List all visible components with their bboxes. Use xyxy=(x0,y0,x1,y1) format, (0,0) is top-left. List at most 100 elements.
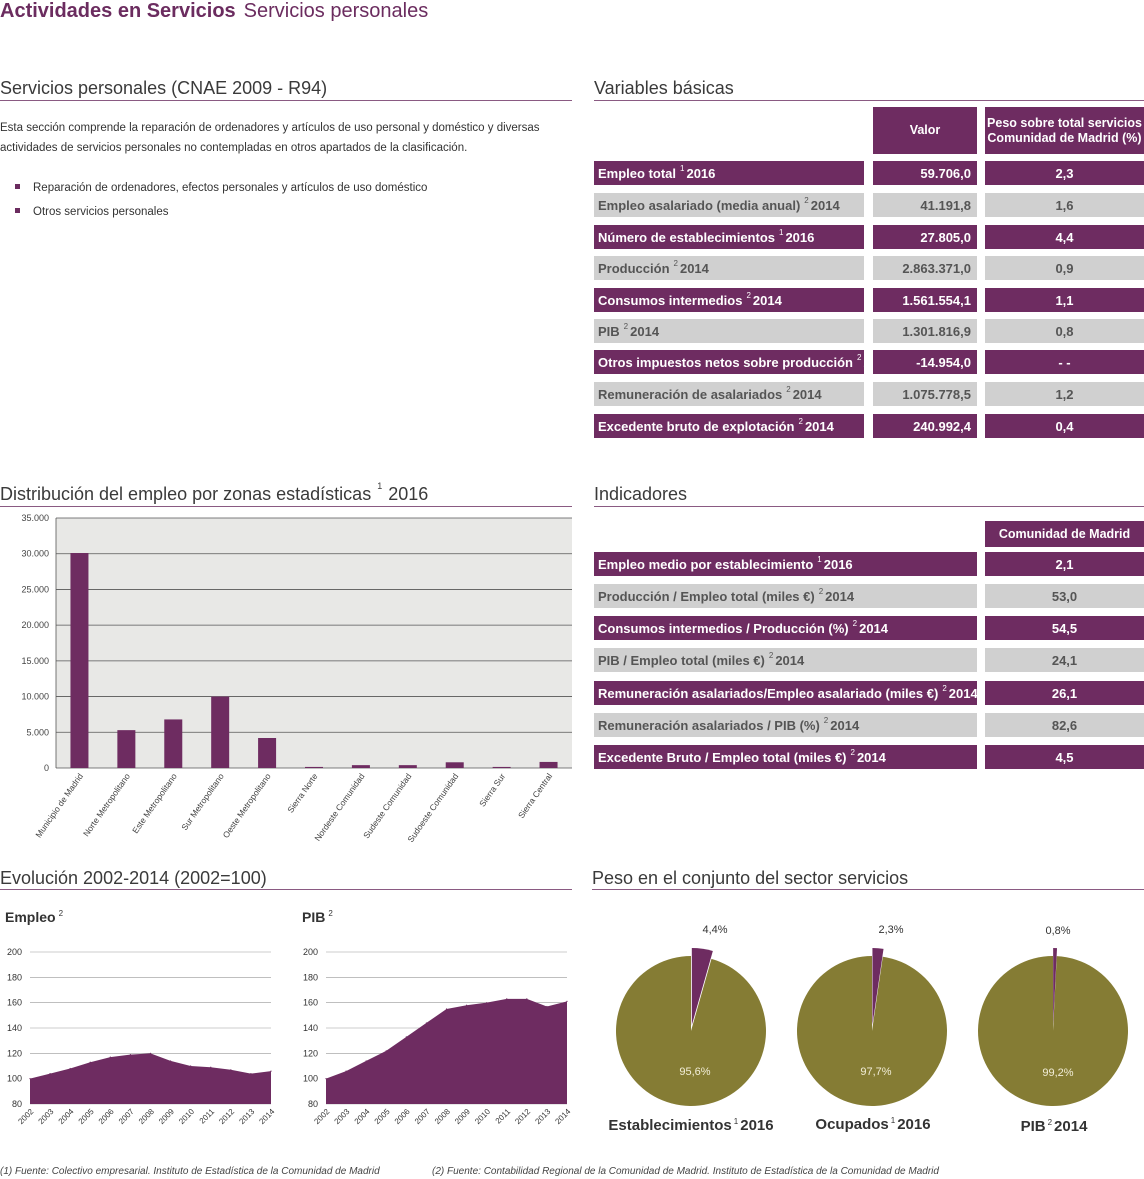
list-item: Otros servicios personales xyxy=(0,202,575,226)
intro-divider xyxy=(0,100,572,101)
footnote-1: (1) Fuente: Colectivo empresarial. Insti… xyxy=(0,1166,380,1177)
row-label-note: 2 xyxy=(673,258,678,268)
row-label-note: 2 xyxy=(623,321,629,331)
row-label-note: 2 xyxy=(850,747,855,757)
data-point xyxy=(325,1078,327,1080)
row-label-year: 2014 xyxy=(804,418,834,434)
row-label-note: 2 xyxy=(798,416,803,426)
x-tick-label: 2011 xyxy=(198,1107,217,1126)
y-tick-label: 200 xyxy=(7,947,22,957)
distribucion-year: 2016 xyxy=(388,484,429,504)
x-tick-label: 2007 xyxy=(413,1107,432,1126)
peso-pie-charts: 4,4% 95,6% 2,3% 97,7% 0,8% 99,2% xyxy=(616,924,1128,1106)
y-tick-label: 30.000 xyxy=(21,549,49,559)
y-tick-label: 20.000 xyxy=(21,620,49,630)
y-tick-label: 80 xyxy=(308,1099,318,1109)
row-label-text: Empleo total xyxy=(598,165,677,181)
variables-col-valor: Valor xyxy=(873,107,977,154)
pie-caption-year: 2016 xyxy=(740,1117,774,1134)
x-tick-label: 2004 xyxy=(57,1107,76,1126)
row-label-year: 2014 xyxy=(856,749,886,765)
bar xyxy=(398,765,417,768)
area-series xyxy=(30,1053,271,1104)
x-tick-label: Sierra Central xyxy=(516,771,554,820)
pie-caption-note: 2 xyxy=(1047,1118,1053,1127)
x-tick-label: 2010 xyxy=(177,1107,196,1126)
bar xyxy=(117,730,136,768)
pie-caption-pib: PIB 2 2014 xyxy=(963,1118,1144,1135)
pie-slice-label: 4,4% xyxy=(702,924,727,936)
y-tick-label: 140 xyxy=(303,1023,318,1033)
row-label-text: Remuneración de asalariados xyxy=(598,386,783,402)
pib-chart-note: 2 xyxy=(328,909,333,919)
y-tick-label: 10.000 xyxy=(21,692,49,702)
variables-row-valor: 1.301.816,9 xyxy=(873,319,977,343)
pie-caption-text: PIB xyxy=(1020,1118,1046,1135)
employment-bar-chart: 0 5.000 10.000 15.000 20.000 25.000 30.000 35.0… xyxy=(21,513,572,844)
indicadores-row-label: Empleo medio por establecimiento 1 2016 xyxy=(594,552,977,576)
indicadores-row-label: Excedente Bruto / Empleo total (miles €)… xyxy=(594,745,977,769)
y-tick-label: 100 xyxy=(7,1074,22,1084)
data-point xyxy=(89,1061,91,1063)
indicadores-row-label: Remuneración asalariados / PIB (%) 2 2014 xyxy=(594,713,977,737)
page-title: Actividades en Servicios Servicios person… xyxy=(0,0,428,23)
y-tick-label: 160 xyxy=(303,998,318,1008)
page-title-subsection: Servicios personales xyxy=(243,0,429,22)
x-tick-label: Este Metropolitano xyxy=(130,771,179,835)
distribucion-title: Distribución del empleo por zonas estadí… xyxy=(0,484,372,504)
x-tick-label: 2002 xyxy=(16,1107,35,1126)
indicadores-heading: Indicadores xyxy=(594,484,688,504)
pie-slice xyxy=(797,956,947,1106)
empleo-chart-note: 2 xyxy=(58,909,64,919)
row-label-note: 2 xyxy=(856,352,862,362)
row-label-year: 2014 xyxy=(863,355,864,370)
x-tick-label: 2011 xyxy=(494,1107,513,1126)
data-point xyxy=(270,1070,272,1072)
indicadores-row-value: 82,6 xyxy=(985,713,1144,737)
data-point xyxy=(210,1066,212,1068)
row-label-text: Excedente bruto de explotación xyxy=(598,418,795,434)
y-tick-label: 140 xyxy=(7,1023,22,1033)
variables-divider xyxy=(594,100,1144,101)
pie-caption-establecimientos: Establecimientos 1 2016 xyxy=(600,1117,782,1134)
x-tick-label: Sierra Norte xyxy=(285,771,320,814)
variables-row-label: Remuneración de asalariados 2 2014 xyxy=(594,382,864,406)
indicadores-row-value: 26,1 xyxy=(985,681,1144,705)
bar xyxy=(539,761,558,768)
indicadores-row-label: Producción / Empleo total (miles €) 2 2014 xyxy=(594,584,977,608)
pie-slice xyxy=(1053,948,1058,1026)
distribucion-note: 1 xyxy=(377,481,383,491)
y-tick-label: 0 xyxy=(44,763,49,773)
y-tick-label: 5.000 xyxy=(26,727,49,737)
row-label-text: Excedente Bruto / Empleo total (miles €) xyxy=(598,749,847,765)
row-label-year: 2014 xyxy=(775,652,805,668)
variables-row-peso: 2,3 xyxy=(985,161,1144,185)
variables-row-label: PIB 2 2014 xyxy=(594,319,864,343)
y-tick-label: 120 xyxy=(303,1048,318,1058)
x-tick-label: Sudoeste Comunidad xyxy=(405,771,460,844)
variables-col-peso: Peso sobre total servicios Comunidad de … xyxy=(985,107,1144,154)
data-point xyxy=(546,1005,548,1008)
plot-area xyxy=(56,518,572,768)
pie-slice-label: 2,3% xyxy=(878,924,903,936)
data-point xyxy=(506,998,508,1000)
variables-row-valor: 41.191,8 xyxy=(873,193,977,217)
bar xyxy=(305,766,323,768)
data-point xyxy=(169,1060,172,1062)
data-point xyxy=(566,1000,568,1002)
row-label-text: Producción / Empleo total (miles €) xyxy=(598,588,815,604)
pie-slice-label: 95,6% xyxy=(679,1066,710,1078)
data-point xyxy=(445,1008,448,1010)
data-point xyxy=(250,1073,252,1075)
footnote-2: (2) Fuente: Contabilidad Regional de la … xyxy=(432,1166,939,1177)
row-label-year: 2014 xyxy=(859,620,889,636)
indicadores-divider xyxy=(594,506,1144,507)
pie-caption-text: Establecimientos xyxy=(608,1117,732,1134)
data-point xyxy=(345,1070,347,1072)
variables-row-peso: - - xyxy=(985,350,1144,374)
pie-caption-note: 1 xyxy=(890,1116,896,1125)
row-label-note: 2 xyxy=(746,290,751,300)
indicadores-row-value: 54,5 xyxy=(985,616,1144,640)
x-tick-label: 2012 xyxy=(217,1107,236,1126)
bar xyxy=(164,719,183,768)
